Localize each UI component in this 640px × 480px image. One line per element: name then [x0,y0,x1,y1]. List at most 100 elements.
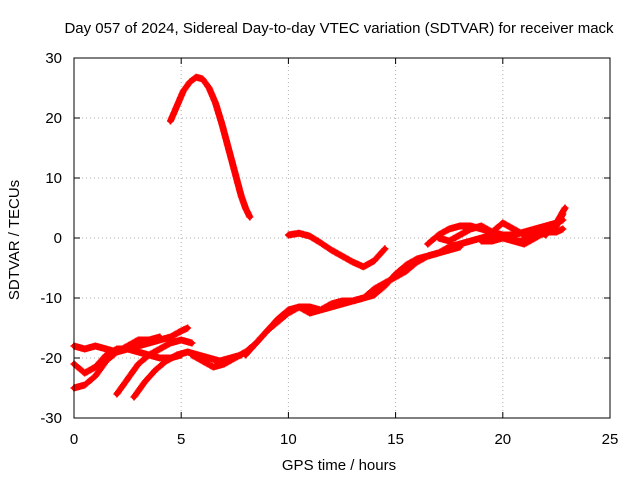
data-point [163,358,169,364]
data-point [489,238,495,244]
data-point [317,307,324,313]
data-point [253,340,259,346]
data-point [478,238,484,244]
data-point [264,328,270,334]
data-point [125,346,131,352]
data-point [206,85,212,91]
data-point [174,103,180,109]
data-point [187,79,193,85]
data-point [212,100,219,106]
series-markers [167,73,254,221]
y-axis-label: SDTVAR / TECUs [6,180,23,300]
data-point [521,232,527,238]
series-track-j [477,225,567,248]
plot-frame [73,57,611,419]
data-point [275,319,281,325]
data-point [510,232,517,238]
data-point [532,235,538,241]
data-point [457,232,463,238]
data-point [185,349,191,355]
data-point [92,373,99,379]
data-point [510,238,517,244]
data-point [307,233,313,239]
series-track-mid-dip [284,229,389,271]
data-point [131,394,137,400]
data-point [221,361,227,367]
data-point [285,232,291,238]
data-point [92,364,99,370]
data-point [468,226,474,232]
data-point [468,238,474,244]
data-point [219,121,225,127]
data-point [446,244,452,250]
data-point [560,211,566,217]
data-point [425,253,431,259]
series-markers [284,229,389,271]
data-point [553,229,560,235]
data-point [189,340,195,346]
data-point [200,358,206,364]
data-point [135,343,141,349]
data-point [414,259,420,265]
data-point [82,346,88,352]
data-point [178,328,184,334]
data-point [339,253,345,259]
data-point [189,352,195,358]
data-point [135,337,141,343]
data-point [142,379,148,385]
data-point [360,264,367,270]
x-tick-label: 5 [177,431,185,448]
data-point [200,76,206,82]
x-tick-label: 20 [494,431,511,448]
data-point [178,337,184,343]
data-point [350,259,356,265]
data-point [478,223,484,229]
data-point [103,352,109,358]
data-point [328,247,334,253]
data-point [242,352,249,358]
data-point [210,364,216,370]
data-point [446,226,452,232]
data-point [457,241,463,247]
x-axis-label: GPS time / hours [282,457,396,474]
data-point [135,361,141,367]
data-point [206,355,212,361]
data-point [560,226,566,232]
data-point [114,346,120,352]
data-point [296,230,302,236]
data-point [146,337,152,343]
data-point [500,220,506,226]
data-point [296,304,302,310]
data-point [521,241,527,247]
data-point [103,346,109,352]
data-point [157,355,163,361]
data-point [174,352,180,358]
data-point [167,340,174,346]
y-tick-label: 10 [45,170,62,187]
data-point [185,325,191,331]
data-point [157,346,163,352]
data-point [92,343,99,349]
data-point [307,304,313,310]
data-point [167,334,174,340]
chart-title: Day 057 of 2024, Sidereal Day-to-day VTE… [64,20,614,37]
y-tick-label: 0 [54,230,62,247]
y-tick-label: -30 [40,410,62,427]
data-point [489,229,495,235]
y-tick-label: 30 [45,50,62,67]
data-point [435,250,442,256]
data-point [553,223,560,229]
data-point [242,205,249,211]
data-point [360,295,367,301]
data-point [403,262,409,268]
data-point [382,246,388,252]
data-point [317,240,324,246]
data-point [82,382,88,388]
data-point [225,145,231,151]
data-point [393,274,399,280]
data-point [247,214,253,220]
x-tick-label: 15 [387,431,404,448]
x-tick-label: 0 [70,431,78,448]
data-point [114,391,120,397]
